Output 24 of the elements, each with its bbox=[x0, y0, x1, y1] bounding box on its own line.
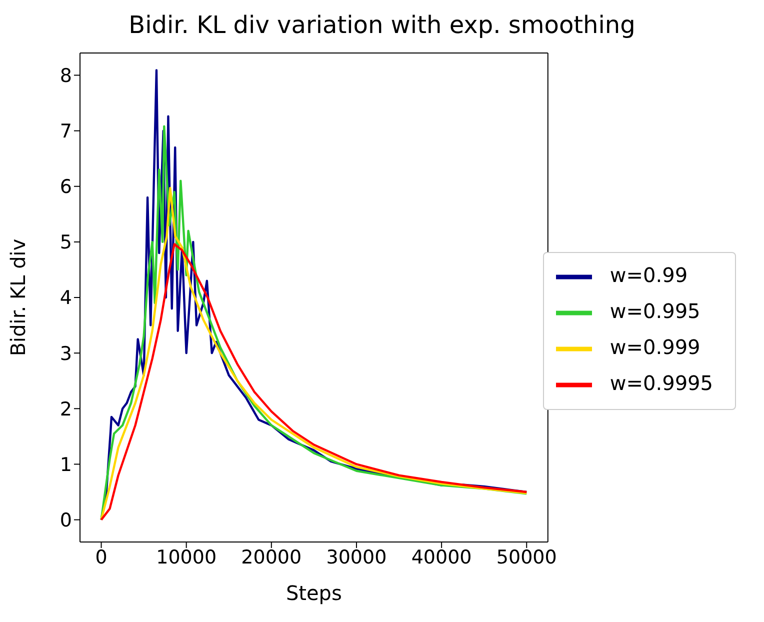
y-tick-label: 6 bbox=[60, 176, 72, 198]
legend-label: w=0.995 bbox=[610, 299, 700, 324]
line-series bbox=[100, 243, 528, 521]
y-tick-label: 1 bbox=[60, 454, 72, 476]
y-tick-label: 8 bbox=[60, 64, 72, 87]
y-tick-label: 7 bbox=[60, 120, 72, 143]
x-tick-label: 30000 bbox=[326, 546, 387, 568]
x-axis-title: Steps bbox=[286, 581, 342, 605]
y-axis-title: Bidir. KL div bbox=[6, 238, 30, 356]
x-tick-label: 50000 bbox=[496, 546, 557, 568]
line-series bbox=[100, 186, 528, 521]
y-tick-label: 3 bbox=[60, 342, 72, 365]
x-tick-label: 10000 bbox=[156, 546, 217, 568]
x-tick-label: 40000 bbox=[411, 546, 472, 568]
legend-label: w=0.99 bbox=[610, 263, 688, 288]
legend-label: w=0.999 bbox=[610, 335, 700, 360]
y-tick-label: 0 bbox=[60, 510, 72, 532]
chart-title: Bidir. KL div variation with exp. smoothing bbox=[128, 10, 636, 41]
x-tick-label: 0 bbox=[95, 546, 108, 568]
legend-label: w=0.9995 bbox=[610, 371, 713, 396]
x-tick-label: 20000 bbox=[241, 546, 302, 568]
y-tick-label: 5 bbox=[60, 232, 72, 254]
y-tick-label: 4 bbox=[60, 287, 72, 310]
y-tick-label: 2 bbox=[60, 398, 72, 420]
